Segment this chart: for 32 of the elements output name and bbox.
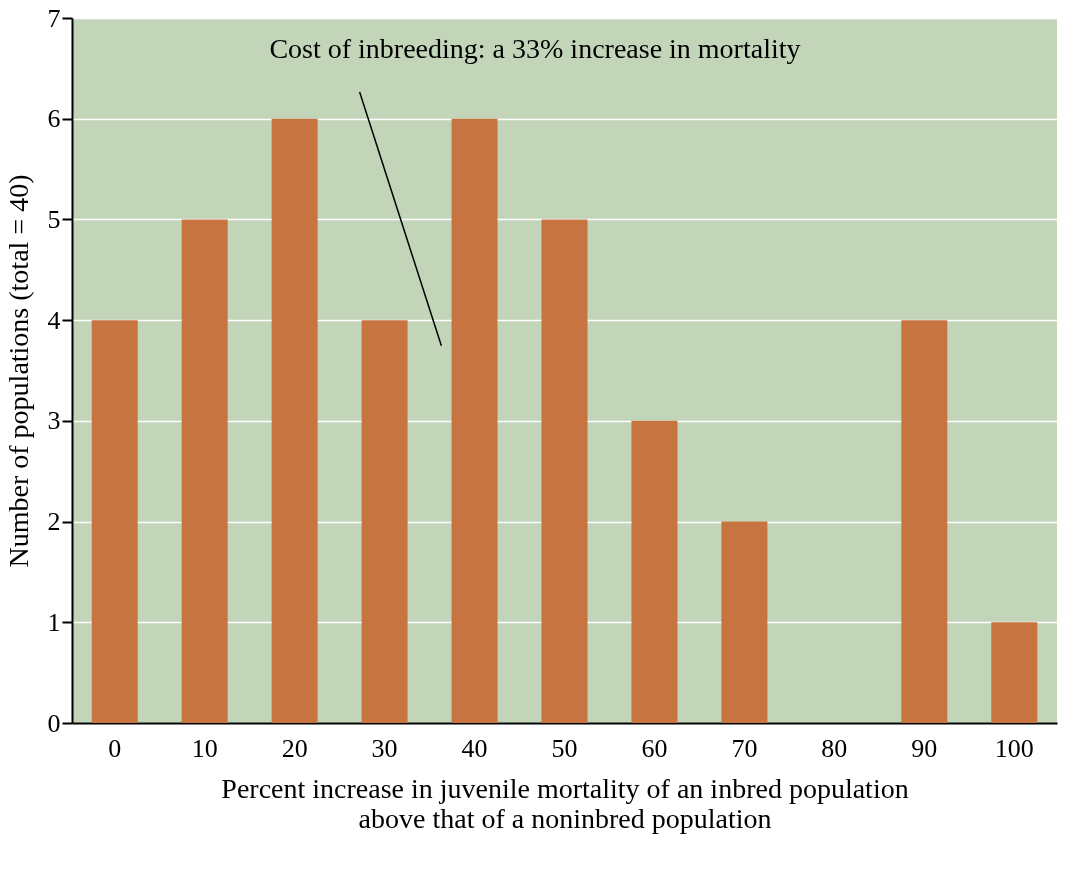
x-tick-label: 70 <box>731 733 758 763</box>
bar <box>361 320 408 723</box>
y-tick-label: 2 <box>47 507 61 537</box>
bar <box>451 118 498 723</box>
bar <box>541 219 588 723</box>
bar <box>91 320 138 723</box>
bar <box>181 219 228 723</box>
y-tick-label: 1 <box>47 607 61 637</box>
x-axis-title: Percent increase in juvenile mortality of an inbred population above that of a noninbred population <box>221 772 909 834</box>
x-tick-label: 80 <box>821 733 848 763</box>
bar <box>271 118 318 723</box>
bar <box>721 521 768 723</box>
y-tick-label: 3 <box>47 406 61 436</box>
y-tick-label: 6 <box>47 104 61 134</box>
x-tick-label: 20 <box>281 733 308 763</box>
x-tick-label: 0 <box>108 733 122 763</box>
y-axis-title: Number of populations (total = 40) <box>2 174 34 568</box>
x-tick-label: 60 <box>641 733 668 763</box>
x-tick-label: 90 <box>911 733 938 763</box>
y-tick-label: 7 <box>47 3 61 33</box>
y-tick-label: 0 <box>47 708 61 738</box>
bar <box>901 320 948 723</box>
x-tick-label: 10 <box>191 733 218 763</box>
y-tick-label: 5 <box>47 204 61 234</box>
x-tick-label: 30 <box>371 733 398 763</box>
bar <box>631 420 678 723</box>
x-tick-label: 40 <box>461 733 488 763</box>
bar <box>991 622 1038 723</box>
x-tick-label: 50 <box>551 733 578 763</box>
x-tick-label: 100 <box>994 733 1034 763</box>
y-tick-label: 4 <box>47 305 61 335</box>
annotation: Cost of inbreeding: a 33% increase in mortality <box>269 32 801 64</box>
